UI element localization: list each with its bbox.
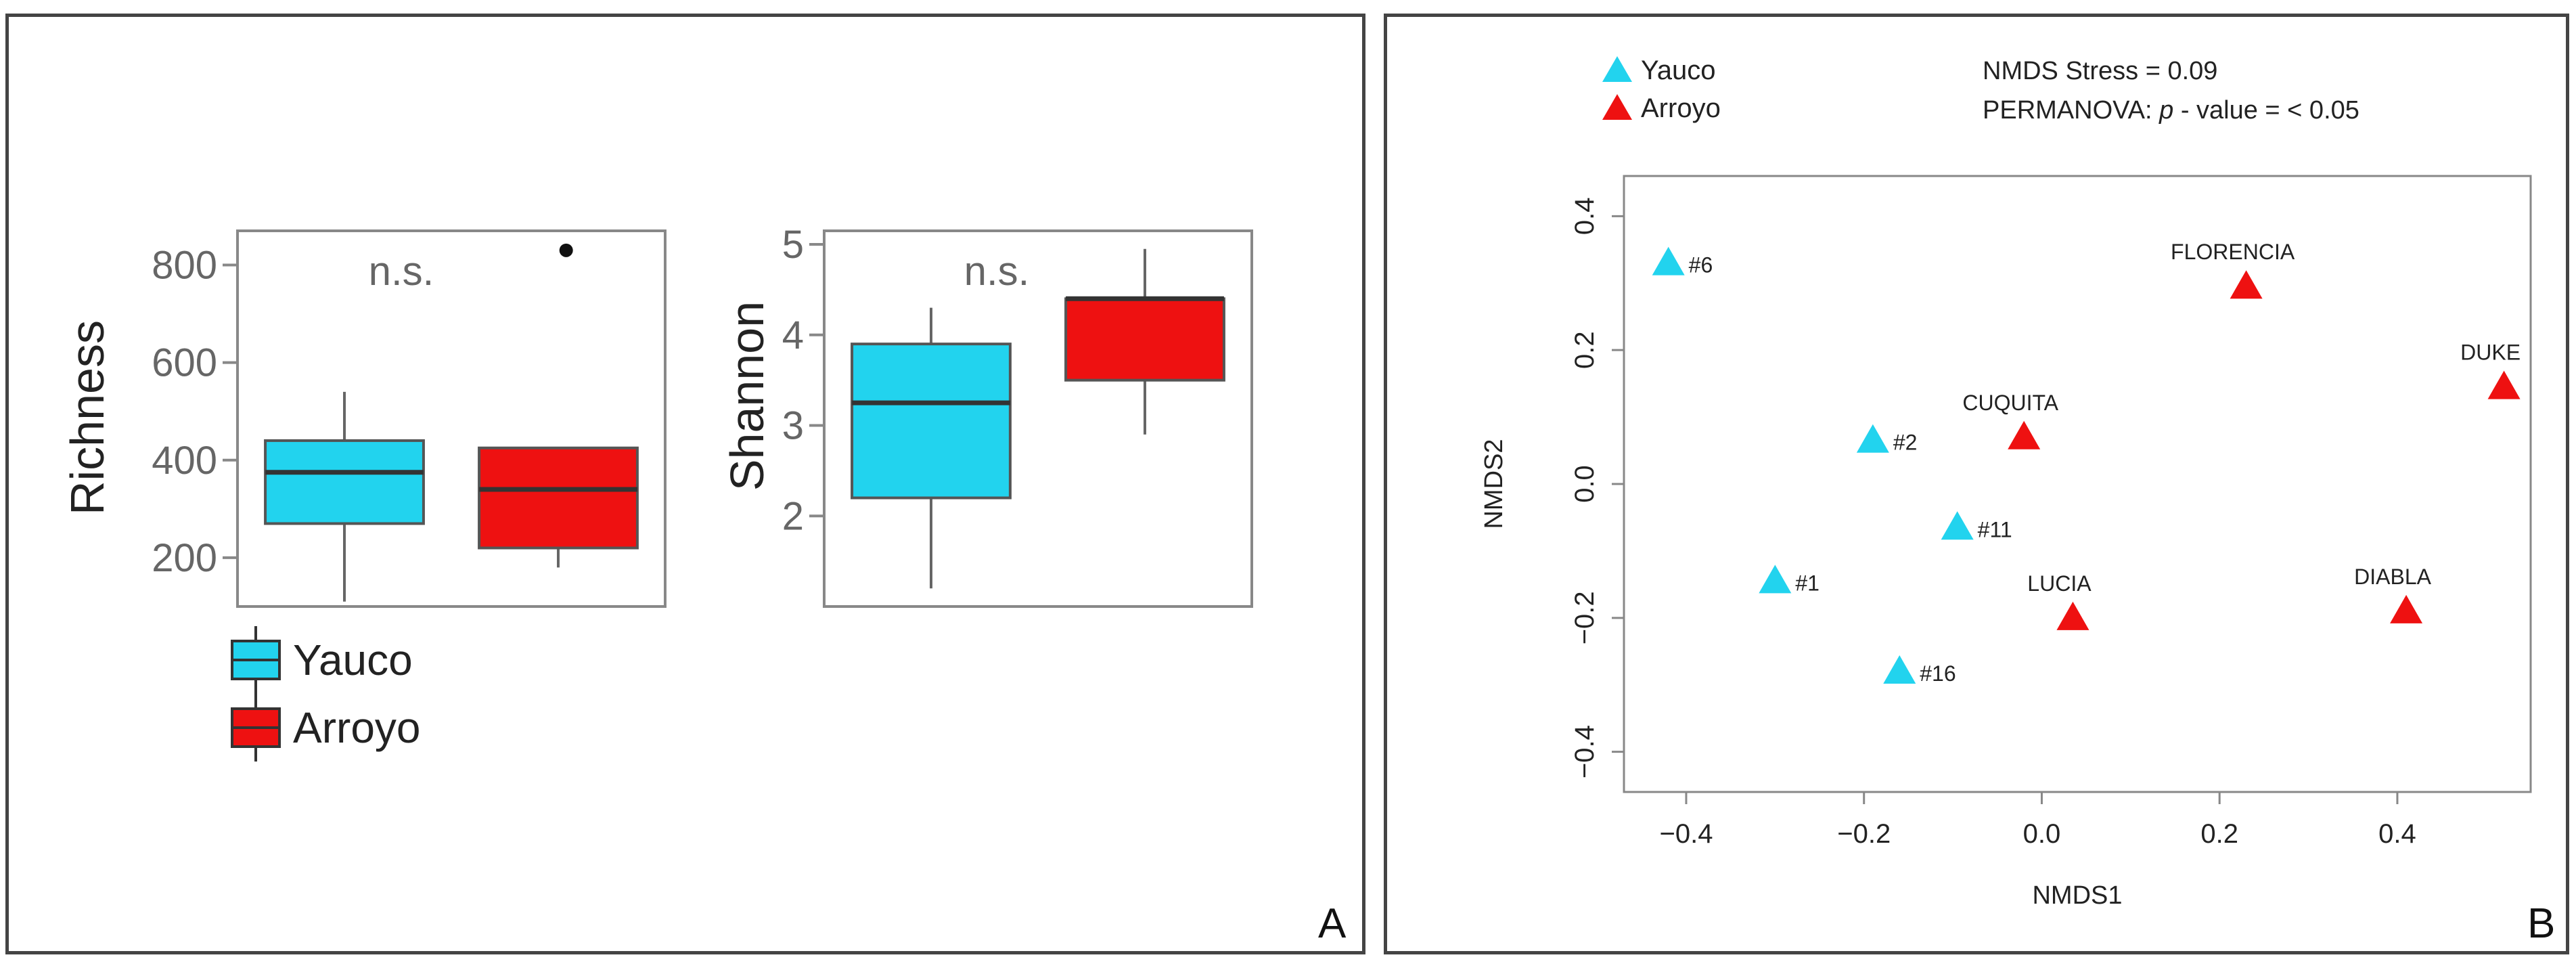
richness-box-yauco (264, 391, 425, 602)
nmds-point-label: #16 (1920, 661, 1956, 686)
nmds-point-arroyo: CUQUITA (1962, 391, 2059, 449)
shannon-plot-frame (823, 229, 1253, 608)
legend-b-arroyo-marker (1602, 94, 1632, 120)
panel-b: Yauco Arroyo NMDS Stress = 0.09 PERMANOV… (1384, 14, 2569, 954)
legend-b-yauco-label: Yauco (1641, 56, 1715, 85)
nmds-point-yauco: #2 (1856, 424, 1918, 455)
legend-b-yauco-marker (1602, 56, 1632, 82)
legend-b-arroyo-label: Arroyo (1641, 93, 1721, 123)
legend-a-arroyo: Arroyo (231, 694, 421, 762)
nmds-x-label: NMDS1 (2032, 881, 2122, 910)
nmds-point-yauco: #6 (1652, 246, 1713, 278)
nmds-x-tick-label: 0.0 (2023, 819, 2061, 849)
shannon-annotation: n.s. (964, 248, 1030, 294)
shannon-y-tick-label: 5 (782, 223, 804, 267)
nmds-point-marker (1759, 565, 1792, 594)
shannon-y-tick-label: 4 (782, 313, 804, 357)
nmds-point-marker (1652, 246, 1685, 275)
shannon-box-yauco (851, 307, 1012, 589)
nmds-point-marker (1856, 424, 1889, 453)
nmds-point-yauco: #1 (1759, 565, 1820, 595)
panel-a: 200 400 600 800 n.s. Richness 2 3 4 5 n.s. Sha… (5, 14, 1365, 954)
nmds-point-marker (2008, 420, 2041, 449)
permanova-text: PERMANOVA: p - value = < 0.05 (1983, 96, 2359, 125)
shannon-y-tick-label: 3 (782, 404, 804, 448)
nmds-point-marker (1883, 655, 1916, 684)
nmds-point-label: LUCIA (2027, 571, 2092, 596)
richness-y-tick-label: 800 (152, 243, 217, 287)
richness-plot-frame (236, 229, 666, 608)
nmds-point-yauco: #11 (1941, 511, 2012, 542)
nmds-point-label: #1 (1795, 571, 1820, 595)
nmds-y-tick-label: 0.2 (1570, 331, 1600, 369)
richness-box-body (478, 446, 639, 550)
nmds-x-tick-label: 0.2 (2200, 819, 2238, 849)
nmds-point-marker (2487, 370, 2521, 399)
nmds-x-tick-label: −0.2 (1837, 819, 1891, 849)
legend-a-yauco-label: Yauco (293, 636, 413, 684)
nmds-plot-frame (1623, 175, 2532, 793)
nmds-y-tick-label: 0.0 (1570, 465, 1600, 503)
richness-y-tick-label: 200 (152, 536, 217, 580)
shannon-boxes (851, 248, 1225, 589)
nmds-y-tick-label: 0.4 (1570, 198, 1600, 236)
shannon-y-tick-label: 2 (782, 494, 804, 538)
nmds-point-label: DUKE (2460, 340, 2521, 365)
richness-box-arroyo (478, 243, 639, 568)
nmds-y-tick-label: −0.2 (1570, 591, 1600, 644)
legend-a-arroyo-label: Arroyo (293, 703, 421, 752)
nmds-point-label: FLORENCIA (2171, 240, 2295, 264)
shannon-y-axis: 2 3 4 5 (782, 223, 824, 538)
nmds-point-arroyo: LUCIA (2027, 571, 2092, 630)
richness-y-axis: 200 400 600 800 (152, 243, 238, 580)
shannon-y-label: Shannon (721, 301, 773, 491)
nmds-x-axis: −0.4 −0.2 0.0 0.2 0.4 (1659, 792, 2416, 849)
richness-y-label: Richness (61, 320, 114, 515)
shannon-plot: 2 3 4 5 n.s. Shannon (721, 223, 1253, 608)
shannon-box-body (851, 343, 1012, 500)
richness-plot: 200 400 600 800 n.s. Richness (61, 229, 666, 608)
shannon-box-body (1064, 297, 1225, 382)
panel-b-canvas: Yauco Arroyo NMDS Stress = 0.09 PERMANOV… (1480, 56, 2555, 947)
richness-box-body (264, 439, 425, 525)
shannon-box-arroyo (1064, 248, 1225, 435)
richness-annotation: n.s. (369, 248, 434, 294)
legend-a-yauco: Yauco (231, 626, 413, 694)
nmds-y-tick-label: −0.4 (1570, 725, 1600, 778)
nmds-point-arroyo: FLORENCIA (2171, 240, 2295, 299)
panel-a-letter: A (1318, 900, 1347, 947)
richness-y-tick-label: 600 (152, 341, 217, 385)
nmds-point-label: #6 (1689, 253, 1713, 278)
richness-y-tick-label: 400 (152, 439, 217, 483)
nmds-points: #6 #2 #11 #1 #16 FLORENCIA DUKE CUQUITA LUCIA DIA… (1652, 240, 2521, 686)
panel-a-legend: Yauco Arroyo (231, 626, 421, 762)
nmds-y-axis: 0.4 0.2 0.0 −0.2 −0.4 (1570, 198, 1624, 778)
richness-outlier (559, 243, 573, 257)
panel-a-canvas: 200 400 600 800 n.s. Richness 2 3 4 5 n.s. Sha… (61, 223, 1347, 947)
nmds-point-marker (2390, 594, 2423, 623)
nmds-point-arroyo: DUKE (2460, 340, 2521, 399)
panel-b-letter: B (2527, 900, 2555, 947)
nmds-point-marker (1941, 511, 1974, 540)
nmds-y-label: NMDS2 (1480, 439, 1508, 529)
nmds-point-label: #2 (1893, 431, 1918, 455)
nmds-point-yauco: #16 (1883, 655, 1956, 686)
nmds-stress-text: NMDS Stress = 0.09 (1983, 57, 2217, 85)
nmds-point-marker (2056, 601, 2089, 630)
nmds-point-label: CUQUITA (1962, 391, 2058, 415)
nmds-point-label: DIABLA (2354, 565, 2431, 589)
nmds-point-arroyo: DIABLA (2354, 565, 2432, 623)
nmds-point-label: #11 (1978, 517, 2012, 542)
richness-boxes (264, 243, 639, 602)
nmds-point-marker (2230, 270, 2263, 299)
panel-b-legend: Yauco Arroyo (1602, 56, 1721, 123)
nmds-x-tick-label: −0.4 (1659, 819, 1713, 849)
nmds-x-tick-label: 0.4 (2378, 819, 2416, 849)
